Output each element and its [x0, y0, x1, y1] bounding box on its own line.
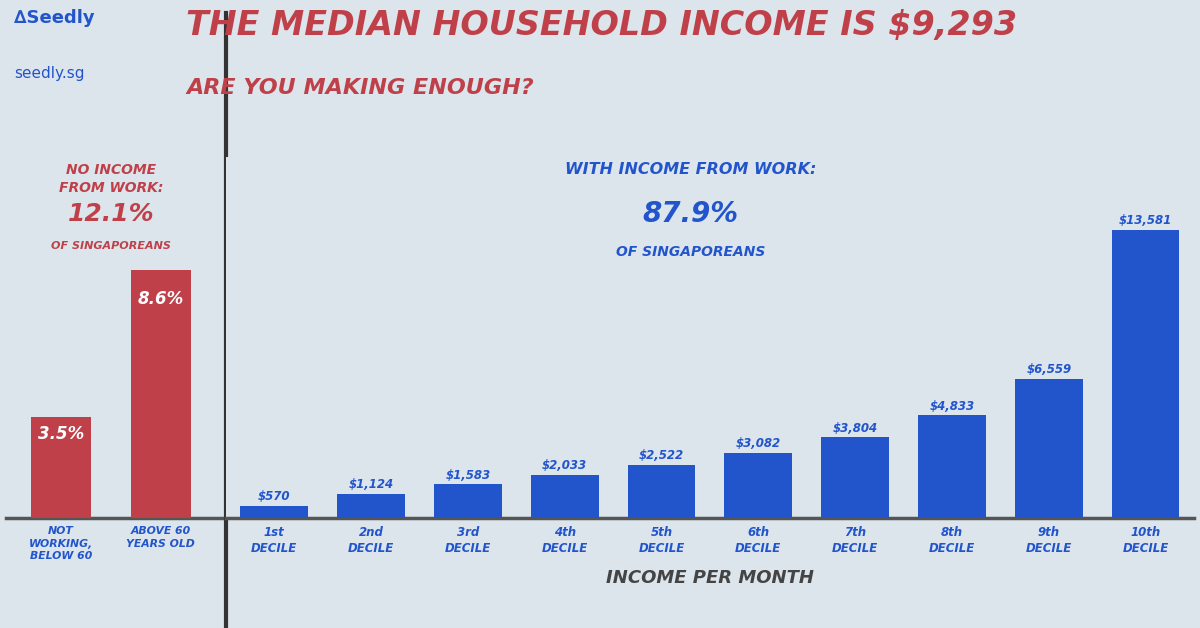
Text: NO INCOME
FROM WORK:: NO INCOME FROM WORK:	[59, 163, 163, 195]
Bar	[1015, 379, 1082, 518]
Text: $570: $570	[258, 490, 290, 503]
Bar	[1111, 230, 1180, 518]
Text: 8.6%: 8.6%	[138, 290, 184, 308]
Bar	[628, 465, 695, 518]
Text: $2,033: $2,033	[542, 459, 587, 472]
Text: 87.9%: 87.9%	[642, 200, 738, 229]
Bar	[31, 417, 91, 518]
Text: 3.5%: 3.5%	[38, 425, 84, 443]
Text: $3,804: $3,804	[833, 421, 877, 435]
Text: ∆Seedly: ∆Seedly	[14, 9, 95, 28]
Bar	[918, 416, 986, 518]
Text: $3,082: $3,082	[736, 437, 781, 450]
Text: seedly.sg: seedly.sg	[14, 66, 85, 81]
Bar	[131, 269, 191, 518]
Bar	[337, 494, 404, 518]
Text: $1,583: $1,583	[445, 468, 491, 482]
Bar	[240, 506, 308, 518]
Text: ARE YOU MAKING ENOUGH?: ARE YOU MAKING ENOUGH?	[186, 78, 534, 99]
Text: $4,833: $4,833	[929, 399, 974, 413]
Bar	[821, 437, 889, 518]
X-axis label: INCOME PER MONTH: INCOME PER MONTH	[606, 570, 814, 587]
Text: 12.1%: 12.1%	[67, 202, 155, 226]
Bar	[530, 475, 599, 518]
Bar	[725, 453, 792, 518]
Text: OF SINGAPOREANS: OF SINGAPOREANS	[50, 241, 170, 251]
Text: $1,124: $1,124	[348, 479, 394, 492]
Text: WITH INCOME FROM WORK:: WITH INCOME FROM WORK:	[565, 163, 816, 178]
Text: $6,559: $6,559	[1026, 363, 1072, 376]
Text: OF SINGAPOREANS: OF SINGAPOREANS	[616, 246, 766, 259]
Text: THE MEDIAN HOUSEHOLD INCOME IS $9,293: THE MEDIAN HOUSEHOLD INCOME IS $9,293	[186, 9, 1018, 43]
Text: $13,581: $13,581	[1118, 214, 1172, 227]
Text: $2,522: $2,522	[638, 449, 684, 462]
Bar	[434, 484, 502, 518]
